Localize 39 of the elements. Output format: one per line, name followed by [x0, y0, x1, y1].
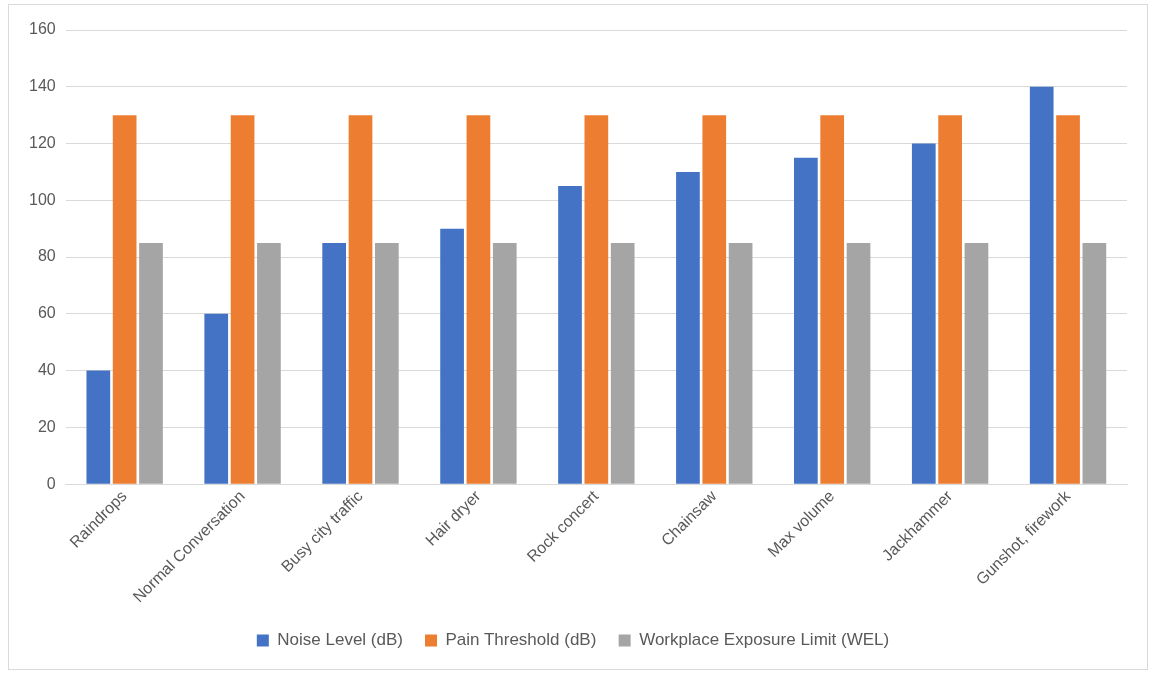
bar: [86, 370, 111, 484]
y-tick-label: 60: [37, 304, 56, 322]
y-tick-label: 160: [28, 20, 56, 38]
bar: [938, 115, 962, 484]
bar: [911, 143, 936, 484]
bar: [139, 242, 163, 484]
bar: [846, 242, 871, 484]
y-tick-label: 140: [28, 77, 56, 95]
bar: [1029, 86, 1054, 484]
bar: [230, 115, 255, 484]
bar: [1056, 115, 1080, 484]
bar: [584, 115, 609, 484]
bar: [466, 115, 491, 484]
legend-label: Workplace Exposure Limit (WEL): [639, 630, 890, 650]
bar: [348, 115, 373, 484]
bar: [440, 228, 464, 484]
legend-label: Pain Threshold (dB): [445, 630, 597, 650]
bar: [676, 171, 700, 484]
bar: [112, 115, 137, 484]
bar: [558, 186, 582, 484]
bar: [964, 242, 989, 484]
bar: [204, 313, 229, 484]
bar: [322, 242, 347, 484]
y-tick-label: 0: [46, 474, 56, 492]
bar: [1082, 242, 1107, 484]
y-tick-label: 40: [37, 361, 56, 379]
bar: [794, 157, 818, 484]
bar: [610, 242, 635, 484]
bar: [374, 242, 399, 484]
y-tick-label: 100: [28, 190, 56, 208]
y-tick-label: 120: [28, 133, 56, 151]
legend-label: Noise Level (dB): [277, 630, 403, 650]
bar: [492, 242, 517, 484]
bar: [820, 115, 845, 484]
bar: [702, 115, 727, 484]
bar: [257, 242, 281, 484]
y-tick-label: 80: [37, 247, 56, 265]
bar: [728, 242, 753, 484]
y-tick-label: 20: [37, 417, 56, 435]
